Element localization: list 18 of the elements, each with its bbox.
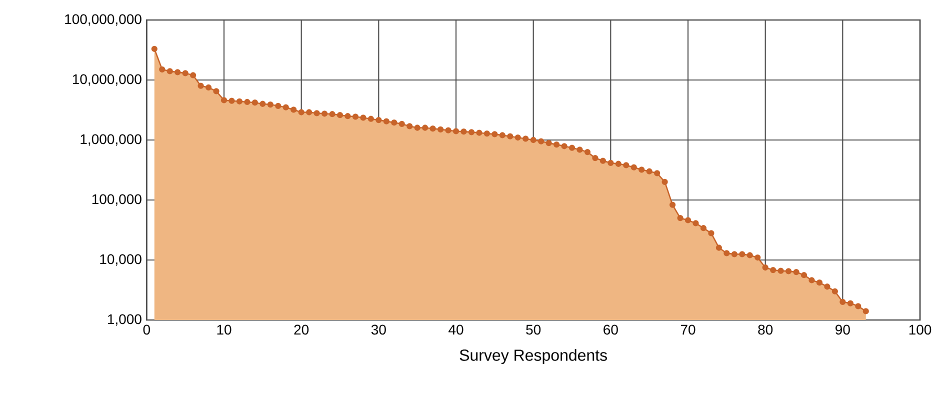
x-tick-label: 30 — [371, 324, 386, 335]
x-tick-label: 60 — [604, 324, 618, 335]
x-tick-label: 10 — [217, 324, 232, 335]
x-tick-label: 20 — [294, 324, 309, 335]
x-tick-label: 40 — [448, 324, 464, 335]
x-axis-title: Survey Respondents — [460, 349, 607, 364]
y-tick-label: 1,000 — [108, 314, 142, 326]
x-tick-label: 0 — [143, 324, 150, 335]
x-tick-label: 90 — [836, 324, 850, 335]
y-tick-label: 10,000 — [100, 254, 142, 266]
x-tick-label: 100 — [909, 324, 932, 335]
y-tick-label: 10,000,000 — [72, 74, 142, 86]
x-tick-label: 80 — [758, 324, 773, 335]
x-tick-label: 70 — [680, 324, 696, 335]
y-tick-label: 100,000 — [92, 194, 142, 206]
x-tick-label: 50 — [526, 324, 541, 335]
y-tick-label: 100,000,000 — [65, 14, 142, 26]
y-tick-label: 1,000,000 — [80, 134, 142, 146]
